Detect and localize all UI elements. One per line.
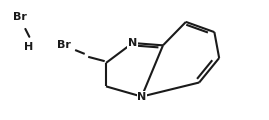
Text: N: N xyxy=(137,92,146,102)
Text: Br: Br xyxy=(13,12,26,22)
Text: Br: Br xyxy=(57,40,71,50)
Text: N: N xyxy=(128,38,137,48)
Text: H: H xyxy=(24,42,33,52)
